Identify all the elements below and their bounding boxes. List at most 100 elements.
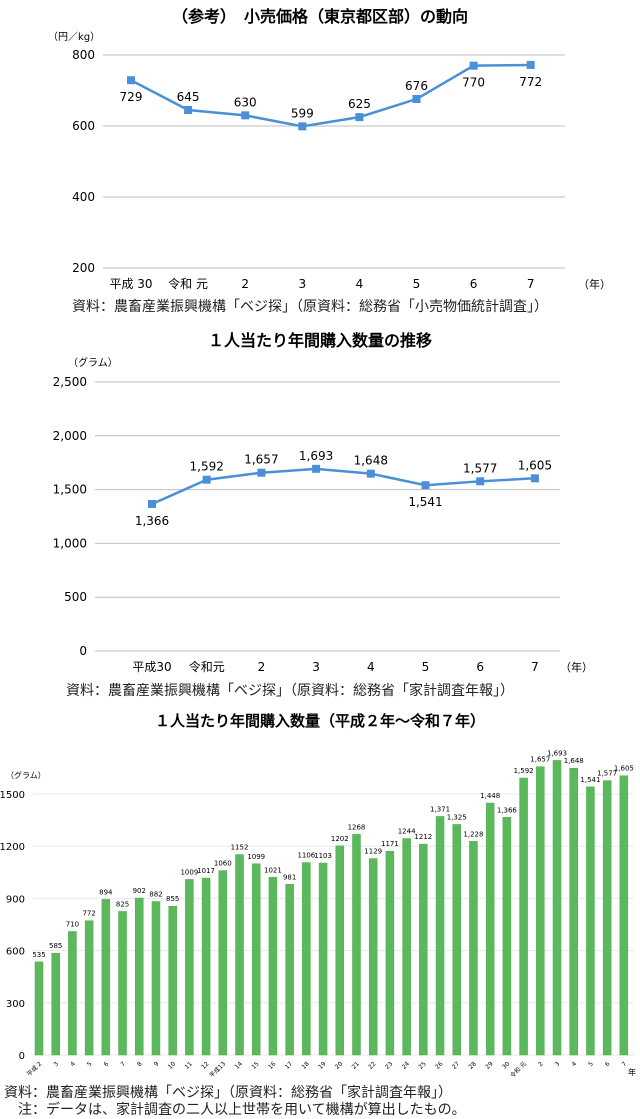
data-point [366,469,375,478]
y-axis-unit: （円／kg） [48,31,100,43]
bar [235,854,244,1056]
x-tick-label: 令和 元 [508,1060,528,1080]
y-tick-label: 2,500 [53,375,87,389]
x-tick-label: 5 [422,660,430,674]
chart-title: １人当たり年間購入数量の推移 [208,331,432,350]
y-tick-label: 300 [6,999,25,1010]
x-tick-label: 4 [69,1060,77,1068]
bar [368,858,378,1056]
data-label: 625 [348,97,371,111]
series-line [151,467,535,506]
x-tick-label: 10 [167,1060,177,1070]
y-axis-unit: （グラム） [6,770,46,780]
bar [218,870,228,1056]
y-tick-label: 600 [6,947,25,958]
x-tick-label: 29 [484,1060,494,1070]
x-tick-label: 2 [537,1060,545,1068]
x-tick-label: 平成13 [208,1060,228,1080]
data-label: 1060 [214,860,232,868]
y-tick-label: 800 [72,48,95,62]
x-axis-unit: （年） [560,660,593,674]
data-label: 1,541 [580,776,600,784]
bar [419,843,428,1056]
data-label: 1,366 [135,514,169,528]
y-tick-label: 0 [79,644,87,658]
data-label: 1,648 [564,757,584,765]
y-tick-label: 0 [19,1051,25,1062]
x-tick-label: 27 [451,1060,461,1070]
data-label: 585 [49,942,62,950]
bar [101,899,111,1056]
data-label: 1103 [314,852,332,860]
chart-title: １人当たり年間購入数量（平成２年～令和７年） [155,712,485,730]
y-tick-label: 1,500 [53,483,87,497]
data-point [421,481,430,490]
x-tick-label: 8 [136,1060,144,1068]
x-tick-label: 23 [384,1060,394,1070]
data-label: 894 [99,888,113,896]
data-label: 1,605 [614,765,634,773]
x-tick-label: 平成30 [132,660,171,674]
data-label: 645 [177,90,200,104]
x-tick-label: 14 [234,1060,244,1070]
bar [51,952,60,1056]
data-label: 1171 [381,840,399,848]
bar [502,817,512,1056]
y-tick-label: 200 [72,261,95,275]
data-label: 1244 [398,828,416,836]
bar [135,897,144,1056]
data-label: 1,605 [518,458,552,472]
x-tick-label: 平成 30 [109,277,152,291]
bar [569,767,578,1056]
data-label: 1,325 [447,813,467,821]
data-label: 902 [133,887,146,895]
x-tick-label: 3 [554,1060,562,1068]
bar [469,841,478,1056]
series-line [130,63,531,128]
x-tick-label: 16 [267,1060,277,1070]
x-tick-label: 24 [401,1060,411,1070]
bar [285,884,294,1056]
x-tick-label: 7 [527,277,535,291]
source-3: 資料：農畜産業振興機構「ベジ探」（原資料：総務省「家計調査年報」） [4,1085,452,1101]
bar [602,780,612,1056]
source-2: 資料：農畜産業振興機構「ベジ探」（原資料：総務省「家計調査年報」） [66,683,514,699]
x-tick-label: 5 [587,1060,595,1068]
data-point [412,95,421,104]
data-label: 1,541 [408,495,442,509]
data-label: 1202 [331,835,349,843]
data-label: 1,577 [463,461,497,475]
y-tick-label: 900 [6,894,25,905]
data-point [469,61,478,70]
bar [552,760,562,1056]
data-label: 710 [66,920,79,928]
data-label: 1,448 [480,792,500,800]
x-tick-label: 12 [200,1060,210,1070]
x-tick-label: 3 [298,277,306,291]
data-label: 1,371 [430,805,450,813]
data-label: 1,693 [547,749,567,757]
data-label: 981 [283,873,296,881]
data-point [355,113,364,122]
bar [485,802,495,1056]
data-label: 825 [116,900,129,908]
x-tick-label: 7 [119,1060,127,1068]
x-tick-label: 7 [621,1060,629,1068]
x-tick-label: 3 [312,660,320,674]
x-tick-label: 2 [258,660,266,674]
y-tick-label: 1500 [0,790,25,801]
data-label: 1,366 [497,806,518,814]
x-tick-label: 3 [52,1060,60,1068]
data-label: 599 [291,106,314,120]
data-label: 855 [166,895,179,903]
data-label: 772 [82,910,95,918]
bar [318,862,328,1056]
data-point [127,76,135,85]
bar [118,911,127,1056]
x-tick-label: 19 [317,1060,327,1070]
x-tick-label: 5 [86,1060,94,1068]
x-tick-label: 平成 2 [25,1060,43,1078]
x-tick-label: 15 [250,1060,260,1070]
x-tick-label: 9 [153,1060,161,1068]
